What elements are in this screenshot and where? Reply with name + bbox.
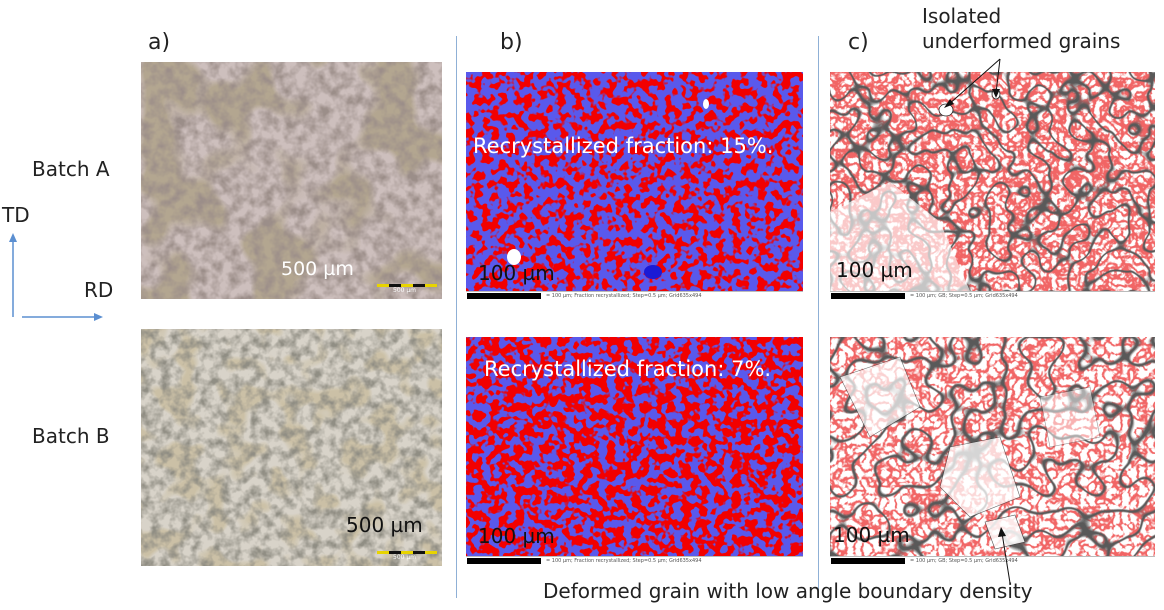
- column-divider-2: [818, 36, 819, 598]
- ebsd-boundary-map-batch-a: 100 µm = 100 µm; GB; Step=0.5 µm; Grid63…: [830, 72, 1155, 300]
- annotation-deformed-grain: Deformed grain with low angle boundary d…: [543, 579, 1033, 603]
- axis-arrows-icon: [9, 233, 103, 321]
- optical-micrograph-batch-a: 500 µm 500 µm: [141, 62, 442, 299]
- recrystallized-fraction-b-text: Recrystallized fraction: 7%.: [484, 357, 772, 381]
- ebsd-ba-caption-bar: = 100 µm; Fraction recrystallized; Step=…: [466, 291, 803, 300]
- recrystallized-fraction-a-text: Recrystallized fraction: 15%.: [473, 134, 774, 158]
- panel-label-a: a): [148, 30, 171, 55]
- ebsd-bb-caption-bar: = 100 µm; Fraction recrystallized; Step=…: [466, 556, 803, 565]
- ebsd-ba-scale-text: 100 µm: [478, 261, 555, 285]
- ebsd-cb-scale-text: 100 µm: [833, 523, 910, 547]
- annotation-isolated-line1: Isolated: [922, 4, 1002, 28]
- column-divider-1: [456, 36, 457, 598]
- optical-b-scale-text: 500 µm: [346, 513, 423, 537]
- row-label-batch-b: Batch B: [32, 424, 110, 448]
- optical-b-scale-bar-label: 500 µm: [393, 554, 417, 561]
- optical-micrograph-batch-b: 500 µm 500 µm: [141, 329, 442, 566]
- panel-label-b: b): [500, 30, 523, 55]
- optical-a-scale-text: 500 µm: [281, 258, 354, 280]
- optical-a-scale-bar: [377, 284, 437, 287]
- optical-b-scale-bar: [377, 551, 437, 554]
- ebsd-boundary-map-batch-b: 100 µm = 100 µm; GB; Step=0.5 µm; Grid63…: [830, 337, 1155, 565]
- axis-label-rd: RD: [84, 278, 114, 302]
- panel-label-c: c): [848, 30, 869, 55]
- ebsd-ca-caption-bar: = 100 µm; GB; Step=0.5 µm; Grid635x494: [830, 291, 1155, 300]
- ebsd-recrystallized-map-batch-b: Recrystallized fraction: 7%. 100 µm = 10…: [466, 337, 803, 565]
- ebsd-cb-caption-bar: = 100 µm; GB; Step=0.5 µm; Grid635x494: [830, 556, 1155, 565]
- optical-a-scale-bar-label: 500 µm: [393, 287, 417, 294]
- row-label-batch-a: Batch A: [32, 157, 110, 181]
- ebsd-recrystallized-map-batch-a: Recrystallized fraction: 15%. 100 µm = 1…: [466, 72, 803, 300]
- annotation-deformed-arrow-icon: [998, 527, 1011, 584]
- axis-label-td: TD: [2, 203, 30, 227]
- ebsd-ca-scale-text: 100 µm: [836, 258, 913, 282]
- annotation-isolated-arrows-icon: [944, 58, 1001, 108]
- ebsd-bb-scale-text: 100 µm: [478, 524, 555, 548]
- annotation-isolated-line2: underformed grains: [922, 29, 1121, 53]
